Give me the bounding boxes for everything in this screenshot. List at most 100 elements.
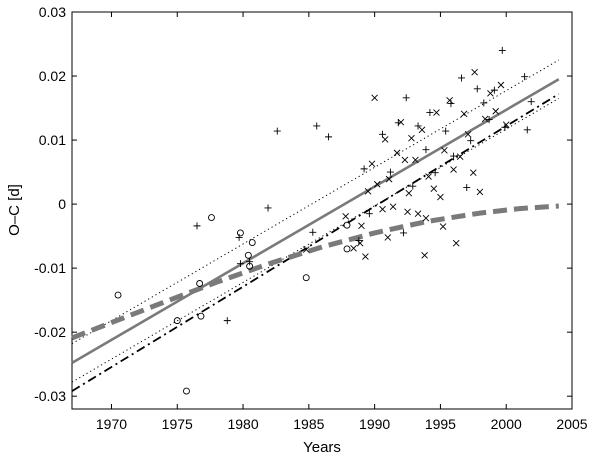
x-tick-label: 2000 — [491, 416, 522, 432]
marker-plus — [309, 228, 317, 236]
marker-cross — [441, 146, 448, 154]
y-tick-label: 0.03 — [39, 4, 66, 20]
marker-plus — [402, 94, 410, 102]
marker-cross — [425, 173, 432, 180]
y-tick-label: -0.02 — [34, 324, 66, 340]
marker-cross — [492, 107, 500, 115]
marker-cross — [471, 68, 478, 76]
marker-cross — [450, 166, 457, 173]
y-tick-label: 0 — [58, 196, 66, 212]
marker-plus — [450, 152, 458, 160]
marker-cross — [460, 110, 468, 118]
fit-lines — [71, 59, 560, 392]
marker-cross — [397, 118, 405, 126]
marker-plus — [223, 317, 231, 325]
marker-plus — [480, 99, 488, 107]
marker-cross — [464, 130, 472, 138]
marker-cross — [439, 223, 447, 230]
marker-plus — [414, 122, 422, 130]
marker-plus — [422, 146, 430, 154]
marker-cross — [373, 180, 381, 188]
y-tick-label: -0.03 — [34, 388, 66, 404]
marker-cross — [487, 90, 494, 97]
plot-frame — [71, 11, 573, 410]
marker-plus — [235, 233, 243, 241]
marker-circle — [236, 229, 244, 237]
marker-cross — [421, 252, 428, 259]
marker-cross — [379, 205, 386, 213]
marker-cross — [502, 121, 510, 129]
marker-circle — [248, 239, 256, 246]
marker-cross — [364, 187, 372, 195]
marker-plus — [355, 237, 363, 245]
marker-plus — [246, 258, 254, 266]
y-axis-label: O–C [d] — [6, 184, 23, 236]
marker-cross — [412, 156, 419, 164]
fit-line-dashed — [71, 203, 559, 341]
marker-cross — [356, 239, 364, 247]
marker-circle — [197, 312, 205, 320]
marker-cross — [414, 210, 422, 218]
marker-plus — [490, 86, 498, 94]
marker-circle — [183, 387, 190, 395]
marker-plus — [236, 260, 244, 268]
marker-cross — [368, 160, 376, 168]
marker-circle — [343, 221, 351, 229]
marker-circle — [343, 245, 351, 253]
x-tick-label: 1980 — [227, 416, 258, 432]
marker-plus — [193, 222, 201, 230]
y-tick-label: 0.01 — [39, 132, 66, 148]
marker-cross — [408, 134, 415, 142]
marker-cross — [302, 246, 310, 253]
marker-plus — [523, 126, 531, 134]
x-axis-label: Years — [303, 439, 341, 456]
marker-cross — [456, 153, 464, 161]
marker-cross — [358, 222, 365, 230]
marker-cross — [371, 94, 378, 102]
marker-plus — [426, 109, 434, 117]
marker-plus — [463, 183, 471, 191]
fit-line-dash-dot — [71, 93, 560, 392]
marker-plus — [365, 210, 373, 218]
x-tick-label: 1990 — [359, 416, 390, 432]
marker-cross — [389, 203, 397, 210]
marker-cross — [350, 244, 357, 252]
marker-plus — [313, 122, 321, 130]
marker-plus — [409, 182, 417, 190]
marker-circle — [208, 214, 215, 221]
marker-plus — [386, 168, 394, 176]
fit-line-dotted — [71, 59, 560, 345]
fit-line-solid — [71, 78, 560, 365]
marker-cross — [497, 81, 505, 89]
marker-plus — [325, 133, 333, 141]
marker-cross — [437, 193, 444, 201]
y-tick-label: -0.01 — [34, 260, 66, 276]
marker-cross — [404, 208, 411, 216]
x-tick-label: 1975 — [162, 416, 193, 432]
marker-cross — [430, 185, 438, 193]
x-tick-label: 1995 — [425, 416, 456, 432]
marker-cross — [418, 126, 426, 134]
marker-circle — [302, 274, 310, 282]
marker-plus — [501, 123, 509, 131]
marker-circle — [114, 291, 122, 299]
marker-cross — [433, 109, 440, 116]
marker-cross — [446, 97, 453, 104]
marker-plus — [442, 127, 450, 135]
marker-cross — [469, 169, 477, 177]
marker-plus — [498, 46, 506, 54]
marker-plus — [400, 229, 408, 237]
marker-plus — [485, 116, 493, 124]
marker-plus — [457, 74, 465, 82]
marker-plus — [264, 204, 272, 212]
fit-line-dotted — [71, 97, 560, 383]
y-axis: -0.03 -0.02 -0.01 0 0.01 0.02 0.03 — [34, 4, 572, 404]
marker-plus — [521, 73, 529, 81]
marker-plus — [431, 169, 439, 177]
x-axis: 1970 1975 1980 1985 1990 1995 2000 2005 — [96, 12, 588, 432]
marker-circle — [196, 280, 204, 287]
marker-cross — [476, 188, 484, 196]
marker-cross — [342, 212, 350, 220]
marker-plus — [273, 127, 281, 135]
